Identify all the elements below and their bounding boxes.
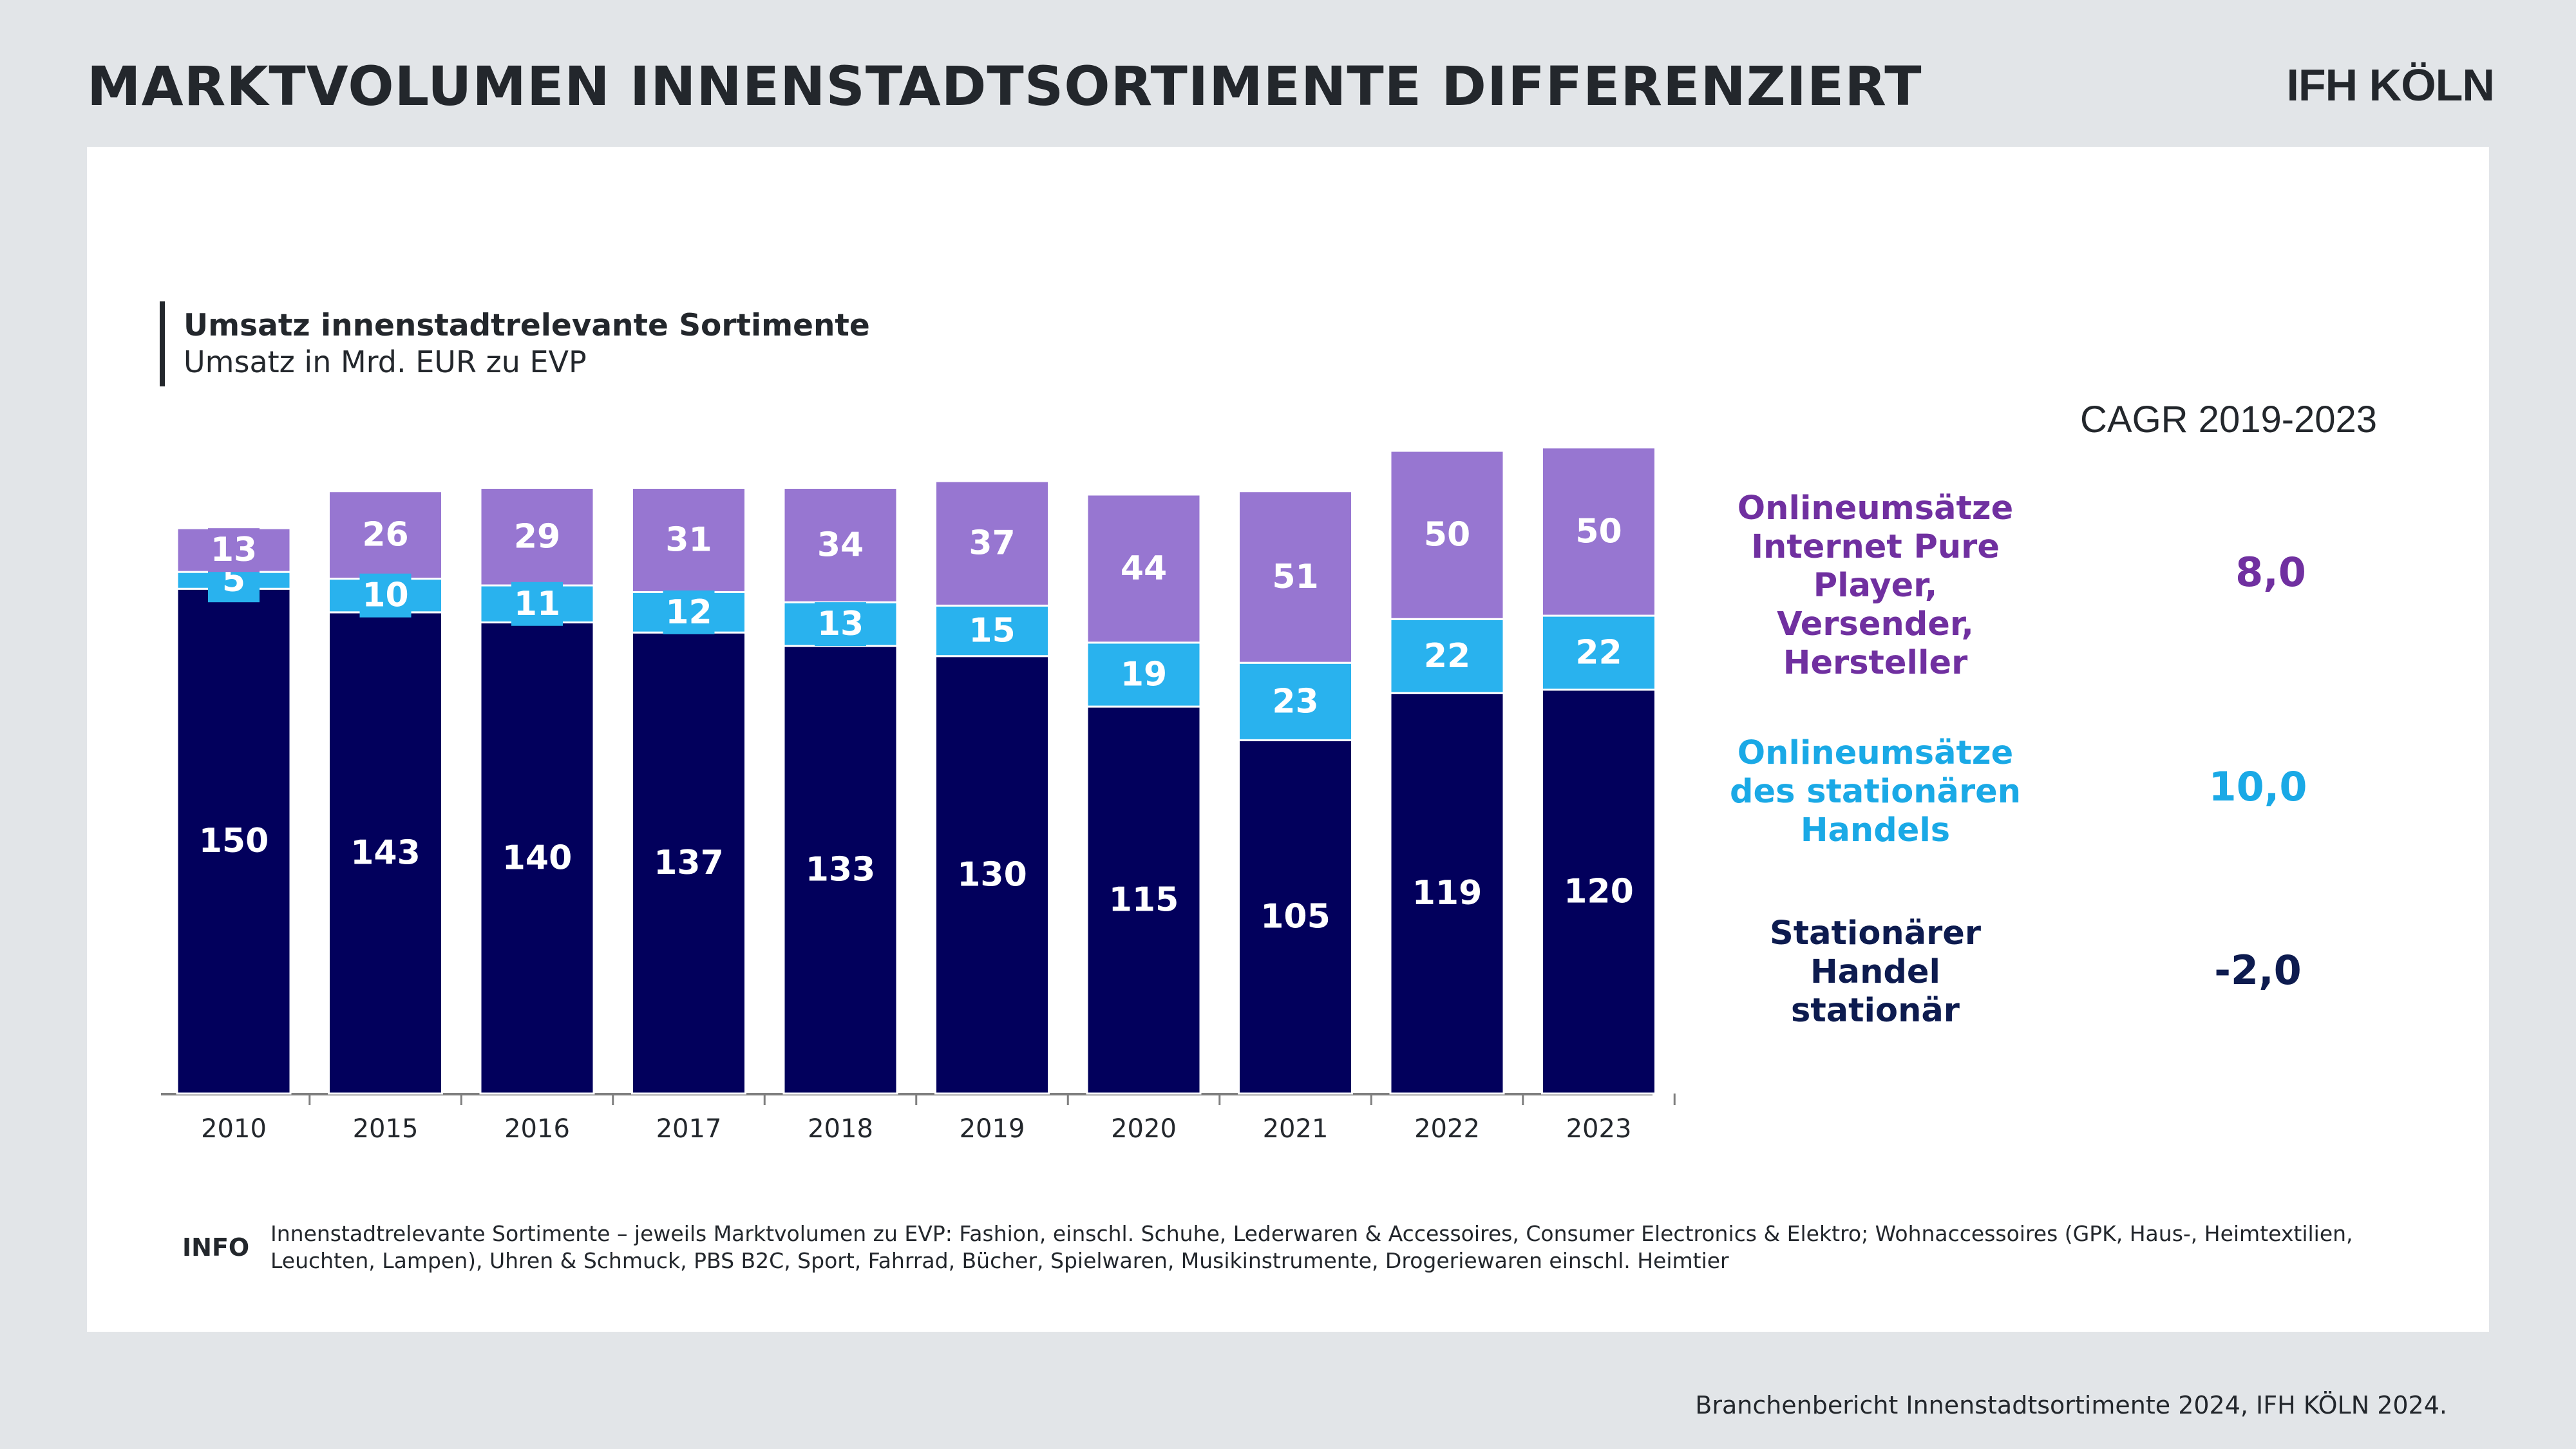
bar-segment-stationary-2019 — [934, 655, 1050, 1095]
data-label-pure-player-2010: 13 — [211, 531, 257, 569]
x-axis-label-2020: 2020 — [1111, 1114, 1177, 1144]
info-label: INFO — [182, 1233, 250, 1262]
data-label-online-stationary-2015: 10 — [362, 576, 408, 615]
data-label-box — [663, 590, 715, 634]
bar-segment-pure-player-2022 — [1389, 450, 1505, 620]
data-label-stationary-2017: 137 — [654, 844, 724, 882]
data-label-pure-player-2022: 50 — [1424, 516, 1470, 554]
data-label-pure-player-2018: 34 — [817, 526, 864, 564]
data-label-online-stationary-2020: 19 — [1121, 655, 1167, 694]
bar-segment-pure-player-2020 — [1086, 493, 1202, 644]
cagr-value-stationary: -2,0 — [2214, 947, 2302, 994]
cagr-header: CAGR 2019-2023 — [2080, 399, 2378, 440]
x-axis-label-2019: 2019 — [960, 1114, 1025, 1144]
data-label-box — [511, 582, 563, 626]
legend-label-pure-player: Onlineumsätze Internet Pure Player, Vers… — [1737, 489, 2014, 682]
bar-segment-pure-player-2015 — [328, 490, 443, 580]
bar-segment-stationary-2017 — [631, 631, 746, 1095]
bar-segment-pure-player-2021 — [1238, 490, 1353, 664]
data-label-stationary-2016: 140 — [502, 838, 573, 877]
bar-segment-pure-player-2023 — [1541, 446, 1656, 617]
x-axis-label-2015: 2015 — [353, 1114, 419, 1144]
x-axis-label-2022: 2022 — [1414, 1114, 1480, 1144]
data-label-pure-player-2015: 26 — [362, 516, 408, 554]
bar-segment-stationary-2022 — [1389, 692, 1505, 1095]
data-label-pure-player-2017: 31 — [665, 520, 712, 559]
data-label-stationary-2018: 133 — [806, 851, 876, 889]
legend-label-stationary: Stationärer Handel stationär — [1769, 914, 1982, 1030]
brand-logo: IFH KÖLN — [2286, 60, 2495, 110]
x-axis-label-2016: 2016 — [504, 1114, 570, 1144]
data-label-online-stationary-2018: 13 — [817, 605, 864, 643]
bar-segment-pure-player-2019 — [934, 480, 1050, 607]
data-label-pure-player-2021: 51 — [1272, 558, 1318, 596]
chart-subtitle: Umsatz in Mrd. EUR zu EVP — [184, 345, 587, 379]
bar-segment-pure-player-2018 — [782, 487, 898, 603]
data-label-stationary-2015: 143 — [350, 833, 421, 872]
x-axis-label-2023: 2023 — [1566, 1114, 1632, 1144]
x-axis-label-2017: 2017 — [656, 1114, 722, 1144]
subtitle-accent-bar — [160, 301, 165, 386]
data-label-online-stationary-2022: 22 — [1424, 637, 1470, 676]
bar-segment-pure-player-2016 — [479, 487, 595, 587]
bar-segment-stationary-2010 — [176, 587, 292, 1095]
data-label-stationary-2010: 150 — [199, 822, 269, 860]
data-label-pure-player-2019: 37 — [969, 524, 1015, 563]
info-text: Innenstadtrelevante Sortimente – jeweils… — [270, 1221, 2353, 1273]
cagr-value-online-stationary: 10,0 — [2208, 763, 2307, 810]
data-label-box — [359, 573, 412, 618]
data-label-online-stationary-2023: 22 — [1575, 634, 1622, 672]
data-label-pure-player-2023: 50 — [1575, 512, 1622, 551]
data-label-box — [208, 528, 260, 573]
data-label-stationary-2020: 115 — [1109, 881, 1179, 920]
bar-segment-online-stationary-2019 — [934, 604, 1050, 658]
data-label-pure-player-2020: 44 — [1121, 549, 1167, 588]
data-label-stationary-2022: 119 — [1412, 874, 1482, 913]
source-note: Branchenbericht Innenstadtsortimente 202… — [1695, 1391, 2447, 1419]
x-axis-label-2021: 2021 — [1263, 1114, 1329, 1144]
x-axis-label-2010: 2010 — [201, 1114, 267, 1144]
page-title: MARKTVOLUMEN INNENSTADTSORTIMENTE DIFFER… — [87, 55, 1922, 118]
bar-segment-online-stationary-2020 — [1086, 641, 1202, 708]
legend-label-online-stationary: Onlineumsätze des stationären Handels — [1729, 734, 2022, 849]
bar-segment-stationary-2018 — [782, 645, 898, 1095]
cagr-value-pure-player: 8,0 — [2235, 549, 2306, 596]
bar-segment-stationary-2015 — [328, 611, 443, 1095]
data-label-pure-player-2016: 29 — [514, 517, 560, 556]
bar-segment-online-stationary-2023 — [1541, 614, 1656, 691]
bar-segment-stationary-2020 — [1086, 705, 1202, 1095]
data-label-box — [815, 602, 866, 647]
data-label-stationary-2021: 105 — [1260, 898, 1331, 936]
data-label-stationary-2023: 120 — [1564, 873, 1634, 911]
x-axis-label-2018: 2018 — [808, 1114, 873, 1144]
chart-title: Umsatz innenstadtrelevante Sortimente — [184, 308, 870, 343]
bar-segment-stationary-2016 — [479, 621, 595, 1095]
bar-segment-stationary-2021 — [1238, 739, 1353, 1095]
data-label-online-stationary-2021: 23 — [1272, 682, 1318, 721]
data-label-stationary-2019: 130 — [957, 855, 1027, 894]
data-label-online-stationary-2017: 12 — [665, 593, 712, 632]
data-label-online-stationary-2016: 11 — [514, 585, 560, 623]
data-label-online-stationary-2019: 15 — [969, 612, 1015, 650]
